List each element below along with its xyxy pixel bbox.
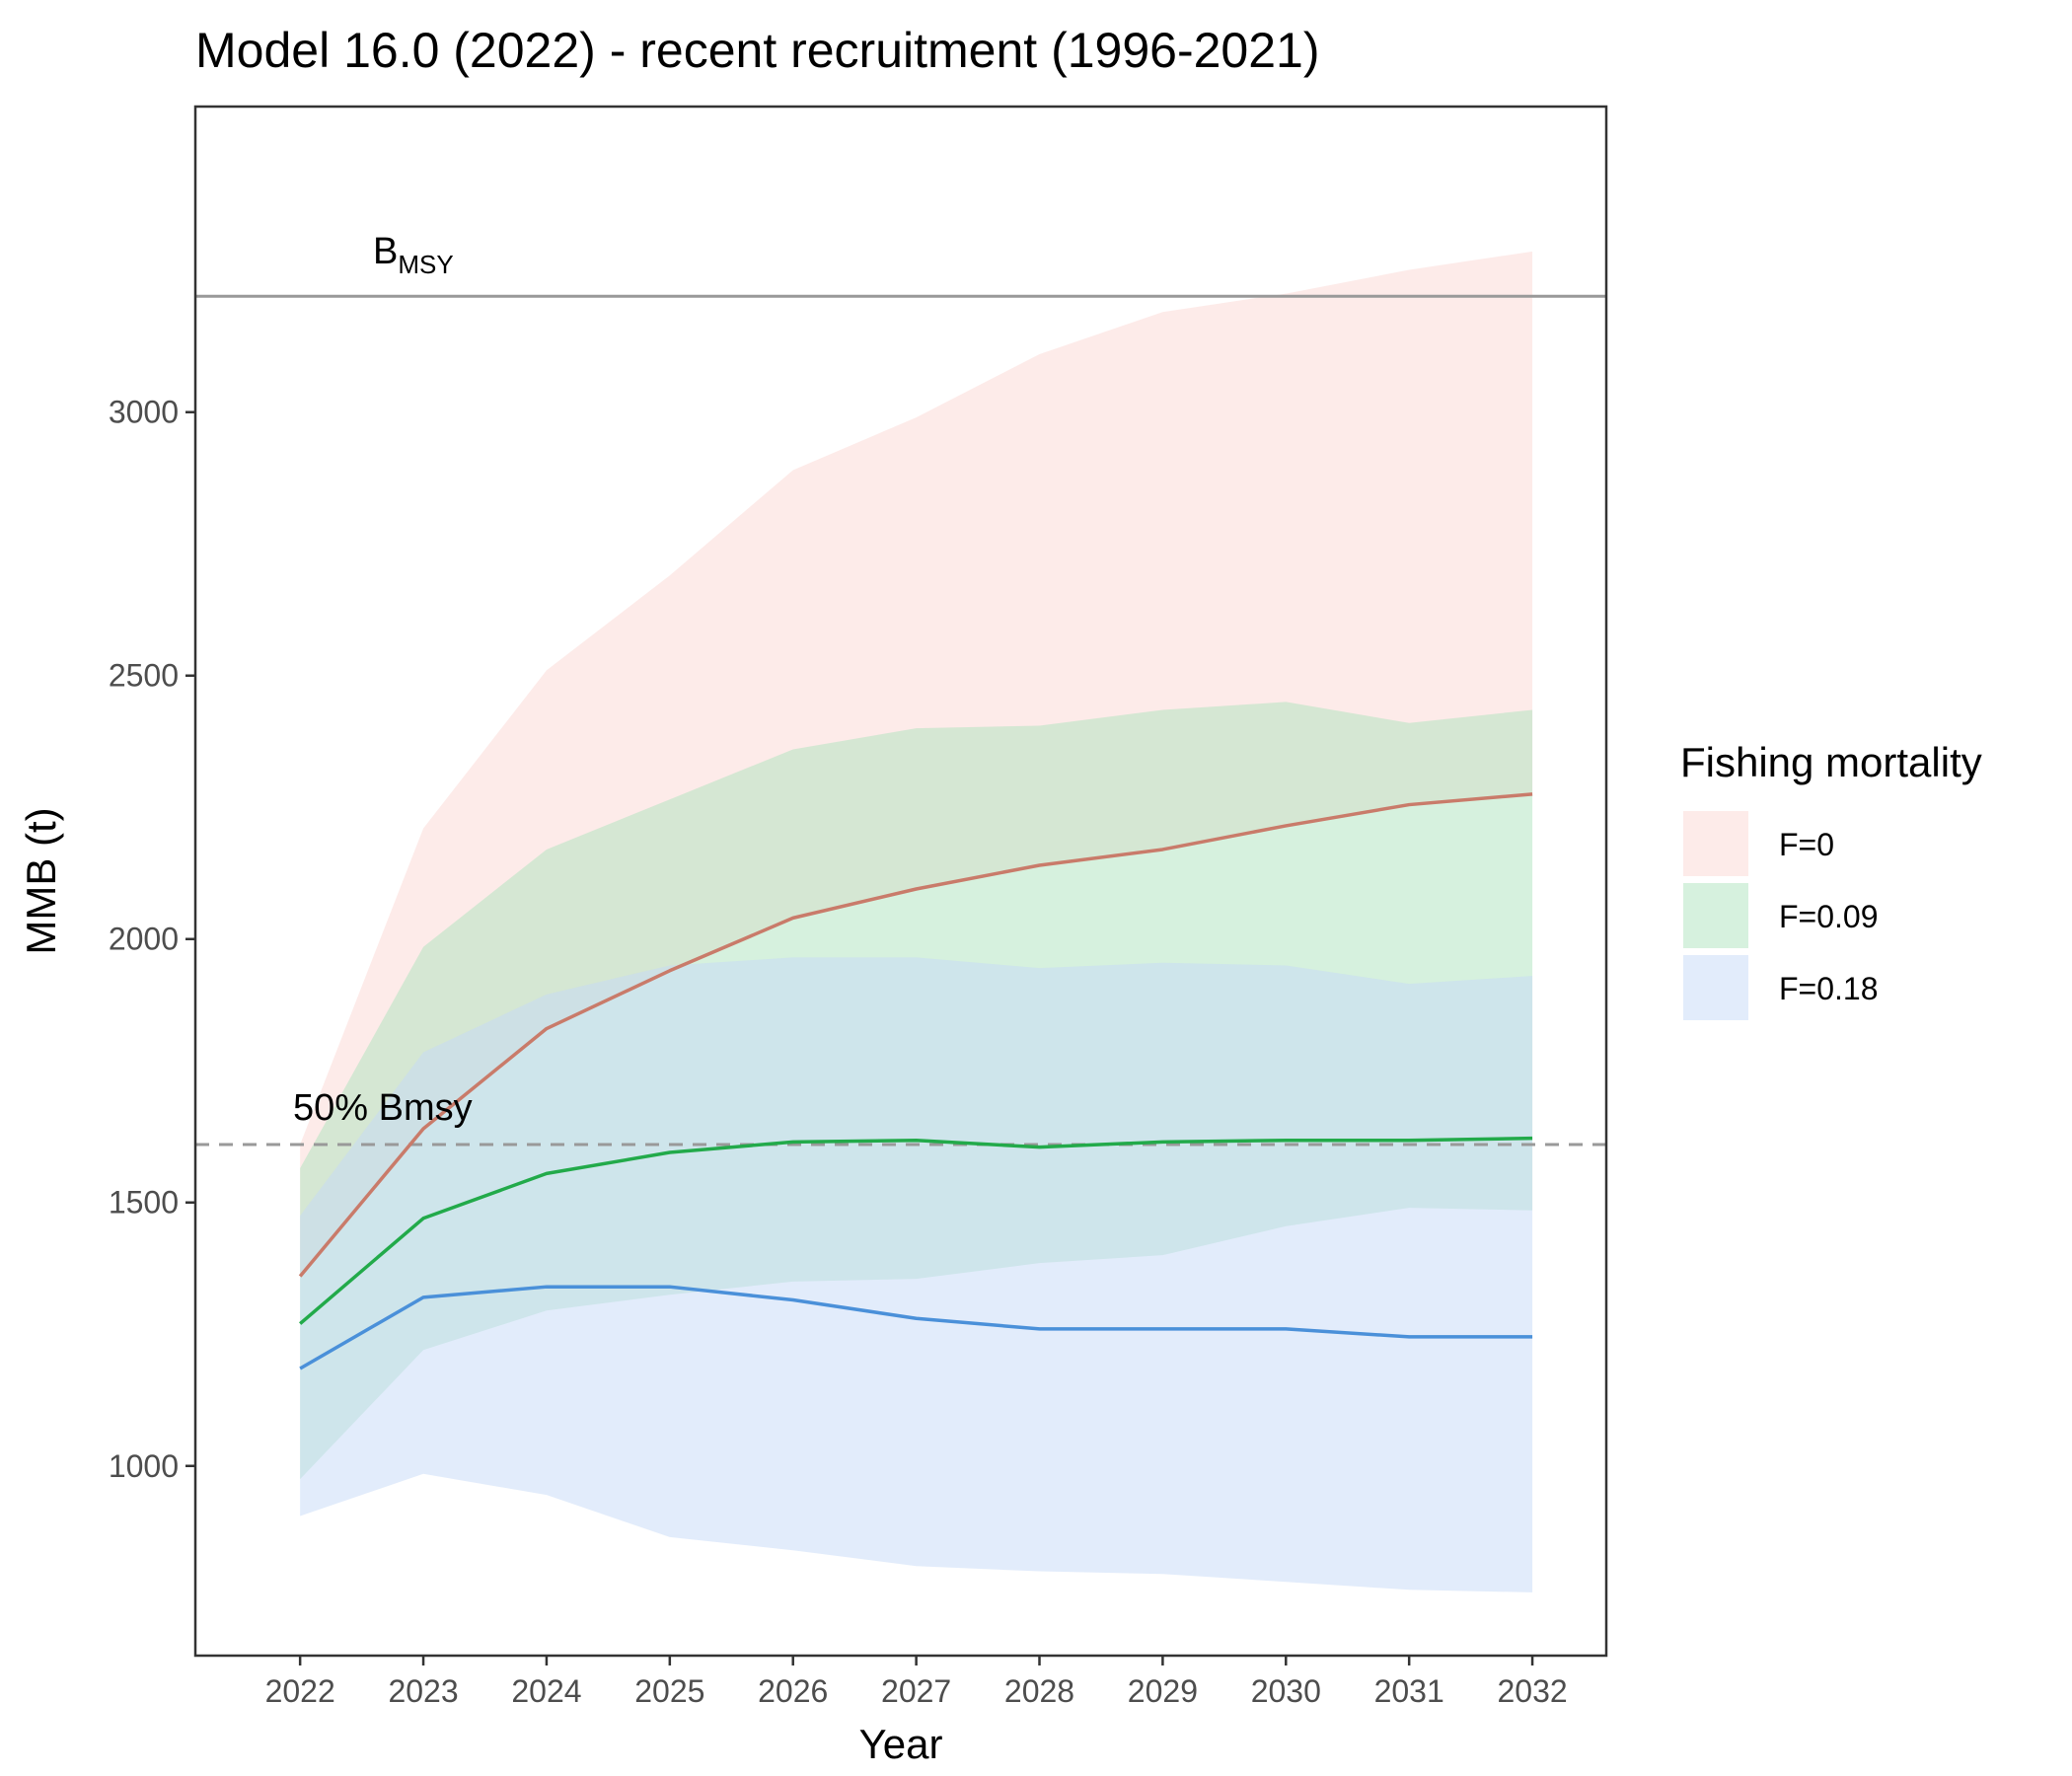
annotations: BMSY 50% Bmsy bbox=[293, 231, 473, 1129]
x-tick-label: 2030 bbox=[1251, 1673, 1321, 1709]
legend-title: Fishing mortality bbox=[1680, 739, 1982, 785]
half-bmsy-label: 50% Bmsy bbox=[293, 1087, 473, 1129]
x-tick-label: 2024 bbox=[511, 1673, 581, 1709]
legend-label-series-1: F=0 bbox=[1779, 827, 1834, 862]
legend-key-series-3 bbox=[1683, 955, 1748, 1020]
bmsy-label: BMSY bbox=[373, 231, 454, 279]
line-series-3 bbox=[299, 1285, 1533, 1370]
x-axis: 2022 2023 2024 2025 2026 2027 2028 2029 2030 2031… bbox=[265, 1656, 1568, 1709]
x-axis-title: Year bbox=[859, 1721, 943, 1767]
plot-panel-border bbox=[193, 105, 1608, 1658]
y-tick-label: 1500 bbox=[109, 1185, 179, 1221]
x-tick-label: 2032 bbox=[1497, 1673, 1567, 1709]
x-tick-label: 2026 bbox=[758, 1673, 828, 1709]
ribbon-series-3 bbox=[300, 957, 1533, 1592]
legend-key-series-2 bbox=[1683, 883, 1748, 948]
y-axis-title: MMB (t) bbox=[18, 807, 64, 954]
x-tick-label: 2023 bbox=[388, 1673, 458, 1709]
y-tick-label: 3000 bbox=[109, 395, 179, 430]
reference-lines bbox=[195, 294, 1606, 1147]
x-tick-label: 2025 bbox=[634, 1673, 704, 1709]
legend: Fishing mortality F=0 F=0.09 F=0.18 bbox=[1680, 739, 1982, 1020]
x-tick-label: 2027 bbox=[881, 1673, 951, 1709]
legend-label-series-2: F=0.09 bbox=[1779, 899, 1879, 934]
y-tick-label: 2000 bbox=[109, 922, 179, 957]
x-tick-label: 2022 bbox=[265, 1673, 335, 1709]
y-tick-label: 1000 bbox=[109, 1448, 179, 1484]
y-axis: 1000 1500 2000 2500 3000 bbox=[109, 395, 195, 1484]
x-tick-label: 2028 bbox=[1004, 1673, 1074, 1709]
bmsy-label-subscript: MSY bbox=[398, 250, 453, 279]
line-series-1 bbox=[298, 792, 1533, 1278]
y-tick-label: 2500 bbox=[109, 658, 179, 694]
line-series-2 bbox=[299, 1136, 1533, 1325]
x-tick-label: 2031 bbox=[1374, 1673, 1444, 1709]
x-tick-label: 2029 bbox=[1128, 1673, 1198, 1709]
confidence-ribbons bbox=[300, 251, 1533, 1592]
legend-label-series-3: F=0.18 bbox=[1779, 971, 1879, 1006]
series-lines bbox=[298, 792, 1533, 1370]
plot-area: BMSY 50% Bmsy bbox=[193, 105, 1608, 1658]
legend-key-series-1 bbox=[1683, 811, 1748, 876]
bmsy-label-main: B bbox=[373, 231, 398, 272]
chart-title: Model 16.0 (2022) - recent recruitment (… bbox=[195, 23, 1319, 78]
